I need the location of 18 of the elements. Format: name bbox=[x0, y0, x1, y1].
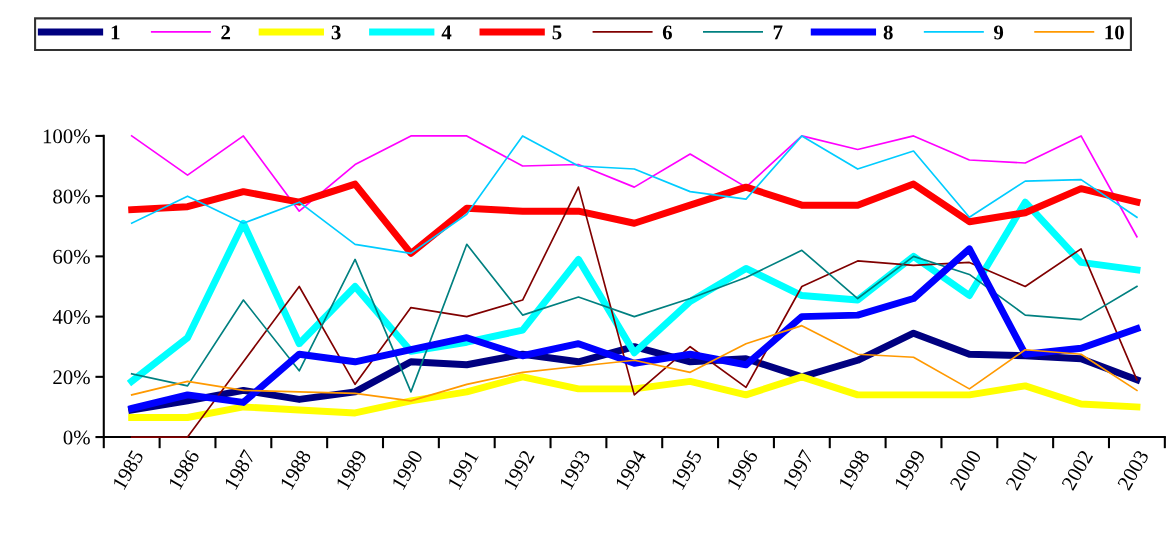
y-tick-label: 20% bbox=[53, 370, 90, 385]
legend-label: 4 bbox=[441, 25, 452, 40]
y-tick-label: 0% bbox=[63, 430, 90, 445]
y-tick-label: 60% bbox=[53, 249, 90, 264]
legend-label: 10 bbox=[1105, 25, 1124, 40]
legend-label: 9 bbox=[993, 25, 1004, 40]
legend-label: 5 bbox=[552, 25, 562, 40]
y-tick-label: 40% bbox=[52, 309, 90, 325]
line-series bbox=[130, 186, 1138, 438]
line-series bbox=[130, 324, 1138, 402]
y-tick-label: 80% bbox=[53, 189, 90, 204]
legend-label: 8 bbox=[883, 25, 893, 40]
y-tick-label: 100% bbox=[43, 129, 90, 144]
legend-label: 6 bbox=[662, 25, 672, 40]
legend-label: 3 bbox=[331, 25, 341, 40]
legend-label: 2 bbox=[221, 25, 231, 40]
legend-label: 1 bbox=[111, 25, 120, 40]
legend-label: 7 bbox=[773, 25, 783, 40]
